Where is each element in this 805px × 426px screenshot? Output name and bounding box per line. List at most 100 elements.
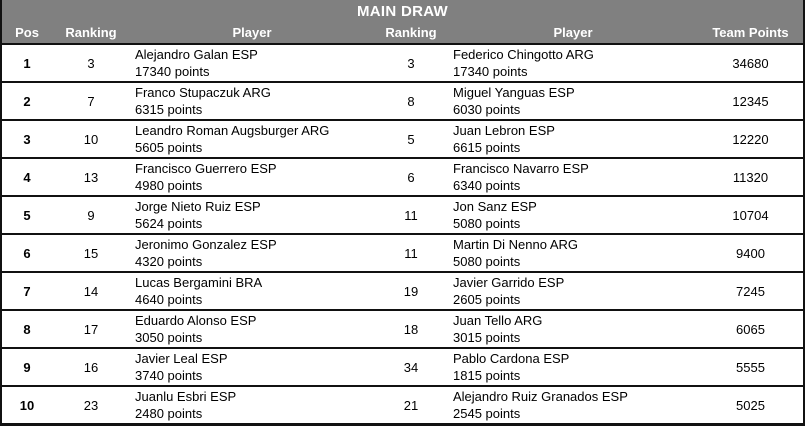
table-row: 8 17 Eduardo Alonso ESP 3050 points 18 J… xyxy=(2,309,803,347)
player-right-points: 2605 points xyxy=(453,292,521,307)
ranking-right-value: 19 xyxy=(403,283,419,299)
player-right-name: Francisco Navarro ESP xyxy=(453,161,589,176)
table-row: 5 9 Jorge Nieto Ruiz ESP 5624 points 11 … xyxy=(2,195,803,233)
table-header: MAIN DRAW Pos Ranking Player Ranking Pla… xyxy=(2,0,803,43)
player-left-name: Alejandro Galan ESP xyxy=(135,47,258,62)
player-left-points: 2480 points xyxy=(135,406,203,421)
team-points-value: 6065 xyxy=(736,321,765,337)
player-right-cell: Juan Tello ARG 3015 points xyxy=(448,311,698,347)
ranking-left-value: 16 xyxy=(83,359,99,375)
ranking-right-value: 3 xyxy=(407,55,415,71)
table-row: 4 13 Francisco Guerrero ESP 4980 points … xyxy=(2,157,803,195)
ranking-right-value: 11 xyxy=(404,245,418,261)
table-row: 6 15 Jeronimo Gonzalez ESP 4320 points 1… xyxy=(2,233,803,271)
pos-value: 3 xyxy=(23,131,31,147)
team-points-value: 12220 xyxy=(732,131,769,147)
ranking-left-value: 14 xyxy=(83,283,99,299)
ranking-left-value: 23 xyxy=(83,397,99,413)
pos-value: 6 xyxy=(23,245,31,261)
team-points-value: 34680 xyxy=(732,55,769,71)
ranking-left-value: 9 xyxy=(87,207,95,223)
player-right-points: 2545 points xyxy=(453,406,521,421)
player-left-cell: Leandro Roman Augsburger ARG 5605 points xyxy=(130,121,374,157)
player-right-points: 6030 points xyxy=(453,102,521,117)
player-right-cell: Francisco Navarro ESP 6340 points xyxy=(448,159,698,195)
player-left-name: Francisco Guerrero ESP xyxy=(135,161,277,176)
player-left-name: Jorge Nieto Ruiz ESP xyxy=(135,199,261,214)
ranking-left-value: 17 xyxy=(83,321,99,337)
col-header-team-points: Team Points xyxy=(712,24,789,40)
player-right-cell: Pablo Cardona ESP 1815 points xyxy=(448,349,698,385)
player-right-points: 6340 points xyxy=(453,178,521,193)
pos-value: 5 xyxy=(23,207,31,223)
player-left-cell: Jorge Nieto Ruiz ESP 5624 points xyxy=(130,197,374,233)
col-header-ranking-right: Ranking xyxy=(385,24,437,40)
pos-value: 1 xyxy=(23,55,31,71)
player-right-name: Pablo Cardona ESP xyxy=(453,351,570,366)
player-left-name: Eduardo Alonso ESP xyxy=(135,313,257,328)
player-left-points: 5605 points xyxy=(135,140,203,155)
player-right-name: Miguel Yanguas ESP xyxy=(453,85,575,100)
team-points-value: 5555 xyxy=(736,359,765,375)
ranking-left-value: 13 xyxy=(83,169,99,185)
table-body: 1 3 Alejandro Galan ESP 17340 points 3 F… xyxy=(2,43,803,423)
player-right-name: Federico Chingotto ARG xyxy=(453,47,594,62)
ranking-right-value: 21 xyxy=(403,397,419,413)
col-header-player-right: Player xyxy=(553,24,593,40)
player-right-cell: Federico Chingotto ARG 17340 points xyxy=(448,45,698,81)
player-right-points: 5080 points xyxy=(453,216,521,231)
ranking-left-value: 3 xyxy=(87,55,95,71)
pos-value: 2 xyxy=(23,93,31,109)
player-left-name: Leandro Roman Augsburger ARG xyxy=(135,123,330,138)
team-points-value: 11320 xyxy=(732,169,769,185)
player-left-cell: Javier Leal ESP 3740 points xyxy=(130,349,374,385)
ranking-right-value: 6 xyxy=(407,169,415,185)
player-left-points: 4640 points xyxy=(135,292,203,307)
player-right-cell: Jon Sanz ESP 5080 points xyxy=(448,197,698,233)
player-right-cell: Miguel Yanguas ESP 6030 points xyxy=(448,83,698,119)
player-left-name: Franco Stupaczuk ARG xyxy=(135,85,271,100)
player-left-points: 3740 points xyxy=(135,368,203,383)
ranking-right-value: 18 xyxy=(403,321,419,337)
player-left-points: 6315 points xyxy=(135,102,203,117)
player-left-points: 4320 points xyxy=(135,254,203,269)
player-right-name: Martin Di Nenno ARG xyxy=(453,237,578,252)
player-right-points: 1815 points xyxy=(453,368,521,383)
ranking-right-value: 34 xyxy=(403,359,419,375)
player-left-points: 3050 points xyxy=(135,330,203,345)
pos-value: 4 xyxy=(23,169,31,185)
player-right-name: Alejandro Ruiz Granados ESP xyxy=(453,389,628,404)
ranking-right-value: 8 xyxy=(407,93,415,109)
player-right-cell: Juan Lebron ESP 6615 points xyxy=(448,121,698,157)
column-header-row: Pos Ranking Player Ranking Player Team P… xyxy=(2,21,803,43)
team-points-value: 12345 xyxy=(732,93,769,109)
player-left-cell: Eduardo Alonso ESP 3050 points xyxy=(130,311,374,347)
player-left-cell: Jeronimo Gonzalez ESP 4320 points xyxy=(130,235,374,271)
player-left-name: Lucas Bergamini BRA xyxy=(135,275,263,290)
page-title: MAIN DRAW xyxy=(356,3,449,20)
team-points-value: 7245 xyxy=(736,283,765,299)
table-row: 2 7 Franco Stupaczuk ARG 6315 points 8 M… xyxy=(2,81,803,119)
player-left-name: Juanlu Esbri ESP xyxy=(135,389,237,404)
player-left-points: 4980 points xyxy=(135,178,203,193)
table-row: 3 10 Leandro Roman Augsburger ARG 5605 p… xyxy=(2,119,803,157)
player-left-cell: Juanlu Esbri ESP 2480 points xyxy=(130,387,374,423)
col-header-player-left: Player xyxy=(232,24,272,40)
player-left-cell: Francisco Guerrero ESP 4980 points xyxy=(130,159,374,195)
ranking-left-value: 7 xyxy=(87,93,95,109)
pos-value: 9 xyxy=(23,359,31,375)
player-left-name: Javier Leal ESP xyxy=(135,351,228,366)
player-right-points: 6615 points xyxy=(453,140,521,155)
pos-value: 7 xyxy=(23,283,31,299)
team-points-value: 9400 xyxy=(736,245,765,261)
pos-value: 10 xyxy=(19,397,35,413)
player-right-cell: Martin Di Nenno ARG 5080 points xyxy=(448,235,698,271)
player-right-name: Jon Sanz ESP xyxy=(453,199,537,214)
table-row: 1 3 Alejandro Galan ESP 17340 points 3 F… xyxy=(2,43,803,81)
ranking-left-value: 15 xyxy=(83,245,99,261)
ranking-right-value: 5 xyxy=(407,131,415,147)
col-header-pos: Pos xyxy=(15,24,39,40)
ranking-right-value: 11 xyxy=(404,207,418,223)
player-right-points: 3015 points xyxy=(453,330,521,345)
